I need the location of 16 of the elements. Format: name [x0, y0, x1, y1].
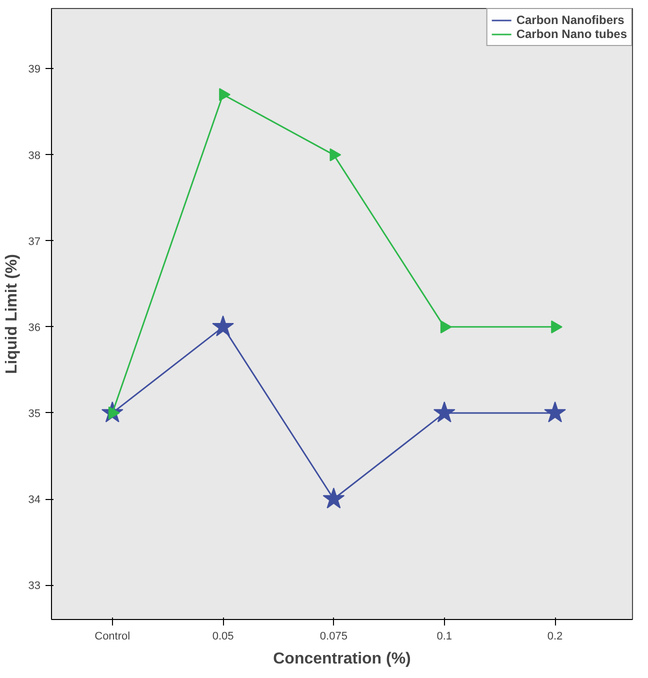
y-tick-label: 36	[28, 322, 41, 334]
y-axis-title: Liquid Limit (%)	[3, 254, 20, 374]
x-tick-label: 0.1	[436, 630, 452, 642]
x-axis-title: Concentration (%)	[273, 650, 411, 668]
legend-label: Carbon Nanofibers	[516, 13, 624, 27]
x-tick-label: 0.05	[212, 630, 234, 642]
legend-label: Carbon Nano tubes	[516, 27, 627, 41]
x-tick-label: 0.2	[547, 630, 563, 642]
y-tick-label: 39	[28, 64, 41, 76]
x-tick-label: Control	[94, 630, 130, 642]
y-tick-label: 38	[28, 150, 41, 162]
x-tick-label: 0.075	[320, 630, 348, 642]
y-tick-label: 33	[28, 580, 41, 592]
y-tick-label: 37	[28, 236, 41, 248]
y-tick-label: 34	[28, 494, 41, 506]
y-tick-label: 35	[28, 408, 41, 420]
